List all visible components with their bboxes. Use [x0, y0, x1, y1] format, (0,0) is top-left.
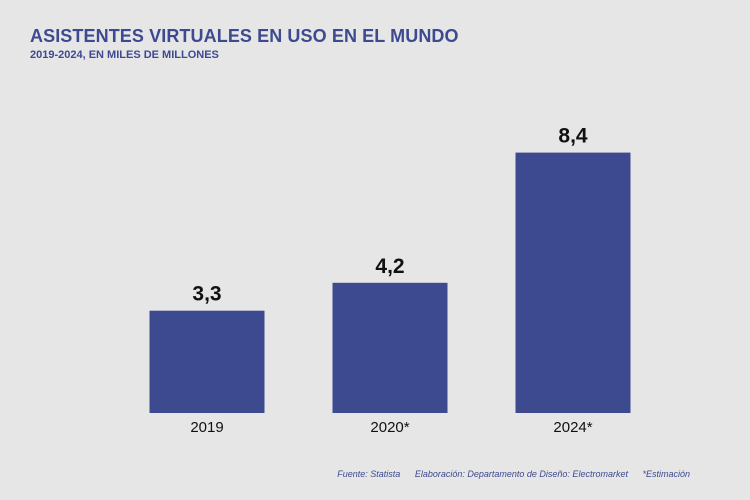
source-text: Fuente: Statista — [337, 469, 401, 479]
x-tick-label-2019: 2019 — [190, 419, 223, 436]
x-tick-label-2024: 2024* — [553, 419, 592, 436]
bar-2020 — [332, 282, 448, 413]
bars-group: 3,3 2019 4,2 2020* 8,4 2024* — [149, 125, 631, 436]
value-label-2019: 3,3 — [192, 283, 221, 306]
bar-2024 — [515, 152, 631, 413]
chart-footnote: Fuente: Statista Elaboración: Departamen… — [337, 469, 690, 479]
x-tick-label-2020: 2020* — [370, 419, 409, 436]
estimate-note: *Estimación — [642, 469, 690, 479]
value-label-2020: 4,2 — [375, 255, 404, 278]
bar-2019 — [149, 310, 265, 413]
chart-subtitle: 2019-2024, EN MILES DE MILLONES — [30, 49, 219, 61]
credits-text: Elaboración: Departamento de Diseño: Ele… — [414, 469, 628, 479]
value-label-2024: 8,4 — [558, 125, 588, 148]
chart-title: ASISTENTES VIRTUALES EN USO EN EL MUNDO — [30, 26, 459, 46]
